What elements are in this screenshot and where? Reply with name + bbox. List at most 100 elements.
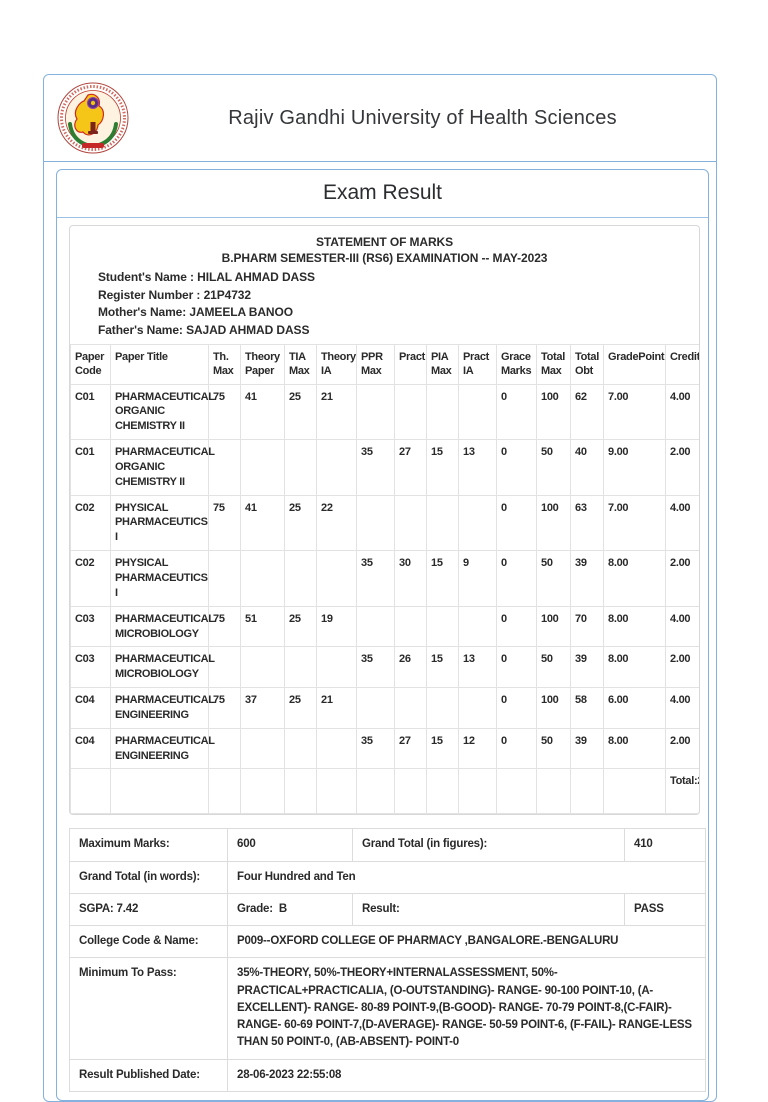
paper-title-cell: PHARMACEUTICAL ENGINEERING [110, 727, 215, 770]
empty-cell [356, 768, 395, 815]
column-header-pract-ia: Pract IA [458, 343, 497, 385]
paper-code-cell: C01 [70, 439, 111, 496]
column-header-gradepoint: GradePoint [603, 343, 666, 385]
column-header-th-max: Th. Max [208, 343, 241, 385]
column-header-ppr-max: PPR Max [356, 343, 395, 385]
marks-cell: 41 [240, 494, 285, 552]
marks-cell [356, 605, 395, 648]
paper-code-cell: C01 [70, 383, 111, 441]
marks-cell: 27 [394, 439, 427, 496]
marks-cell [208, 550, 241, 607]
maximum-marks-label: Maximum Marks: [69, 828, 228, 862]
summary-row: SGPA: 7.42 Grade: B Result: PASS [69, 892, 706, 927]
marks-cell: 26 [394, 646, 427, 689]
marks-cell: 0 [496, 646, 537, 689]
summary-row: Grand Total (in words): Four Hundred and … [69, 860, 706, 894]
marks-cell: 15 [426, 727, 459, 770]
marks-cell [356, 494, 395, 552]
column-header-paper-title: Paper Title [110, 343, 209, 385]
marks-cell [284, 439, 317, 496]
column-header-grace-marks: Grace Marks [496, 343, 537, 385]
marks-cell [458, 383, 497, 441]
result-value: PASS [624, 892, 706, 927]
empty-cell [208, 768, 241, 815]
marks-cell [394, 383, 427, 441]
marks-cell: 13 [458, 646, 497, 689]
marks-cell [426, 383, 459, 441]
paper-code-cell: C03 [70, 646, 111, 689]
marks-cell [316, 727, 357, 770]
marks-cell: 8.00 [603, 727, 666, 770]
marks-cell: 21 [316, 687, 357, 729]
marks-row: C02 PHYSICAL PHARMACEUTICS I 75 41 25 22 0 100 6… [70, 494, 699, 552]
marks-cell: 4.00 [665, 687, 699, 729]
marks-cell: 70 [570, 605, 604, 648]
register-number-line: Register Number : 21P4732 [98, 287, 699, 304]
marks-cell: 30 [394, 550, 427, 607]
mother-name-label: Mother's Name: [98, 305, 187, 320]
university-emblem-icon [57, 82, 129, 154]
marks-cell: 0 [496, 439, 537, 496]
marks-cell [284, 727, 317, 770]
paper-code-cell: C02 [70, 550, 111, 607]
marks-cell: 100 [536, 687, 571, 729]
marks-cell: 35 [356, 439, 395, 496]
marks-cell: 40 [570, 439, 604, 496]
marks-cell: 9 [458, 550, 497, 607]
marks-cell: 21 [316, 383, 357, 441]
result-summary-table: Maximum Marks: 600 Grand Total (in figures… [69, 828, 706, 1092]
marks-cell: 19 [316, 605, 357, 648]
marks-cell: 0 [496, 605, 537, 648]
marks-cell: 50 [536, 727, 571, 770]
column-header-paper-code: Paper Code [70, 343, 111, 385]
marks-cell: 13 [458, 439, 497, 496]
marks-cell: 75 [208, 687, 241, 729]
marks-table-header-row: Paper Code Paper Title Th. Max Theory Paper… [70, 343, 699, 385]
maximum-marks-value: 600 [227, 828, 353, 862]
marks-cell: 15 [426, 646, 459, 689]
paper-code-cell: C03 [70, 605, 111, 648]
university-logo-icon [57, 82, 129, 154]
marks-cell: 8.00 [603, 550, 666, 607]
empty-cell [496, 768, 537, 815]
empty-cell [536, 768, 571, 815]
paper-title-cell: PHARMACEUTICAL MICROBIOLOGY [110, 646, 215, 689]
marks-cell: 35 [356, 646, 395, 689]
marks-cell [458, 687, 497, 729]
marks-cell: 8.00 [603, 646, 666, 689]
marks-cell: 35 [356, 550, 395, 607]
marks-cell [394, 687, 427, 729]
empty-cell [458, 768, 497, 815]
mother-name-value: JAMEELA BANOO [189, 305, 293, 320]
marks-cell: 4.00 [665, 383, 699, 441]
column-header-theory-ia: Theory IA [316, 343, 357, 385]
marks-cell [316, 550, 357, 607]
marks-cell [284, 550, 317, 607]
grand-total-words-value: Four Hundred and Ten [227, 860, 706, 894]
college-code-label: College Code & Name: [69, 925, 228, 959]
marks-cell: 2.00 [665, 550, 699, 607]
student-info: Student's Name : HILAL AHMAD DASS Regist… [98, 269, 699, 339]
paper-title-cell: PHYSICAL PHARMACEUTICS I [110, 550, 209, 607]
father-name-label: Father's Name: [98, 322, 183, 337]
marks-row: C04 PHARMACEUTICAL ENGINEERING 75 37 25 21 0 10… [70, 687, 699, 729]
marks-total-row: Total:24.00 [70, 768, 699, 815]
paper-title-cell: PHARMACEUTICAL ORGANIC CHEMISTRY II [110, 439, 215, 496]
marks-cell: 75 [208, 605, 241, 648]
marks-cell [240, 727, 285, 770]
marks-cell: 0 [496, 494, 537, 552]
paper-code-cell: C02 [70, 494, 111, 552]
mother-name-line: Mother's Name: JAMEELA BANOO [98, 304, 699, 321]
student-name-label: Student's Name : [98, 270, 194, 285]
empty-cell [284, 768, 317, 815]
marks-cell: 100 [536, 605, 571, 648]
empty-cell [603, 768, 666, 815]
marks-cell: 25 [284, 687, 317, 729]
marks-cell [316, 439, 357, 496]
empty-cell [426, 768, 459, 815]
marks-cell: 25 [284, 494, 317, 552]
statement-heading: STATEMENT OF MARKS [315, 235, 454, 249]
marks-cell [356, 383, 395, 441]
marks-cell: 7.00 [603, 494, 666, 552]
marks-cell: 75 [208, 383, 241, 441]
